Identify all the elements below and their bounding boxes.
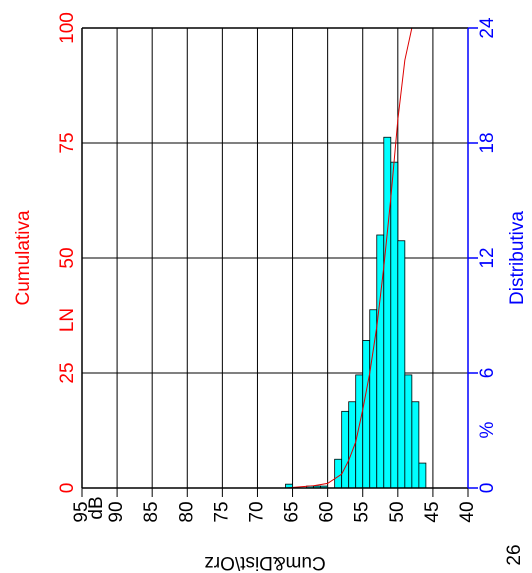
bar xyxy=(418,462,427,489)
x-tick-label: 40 xyxy=(457,501,478,522)
cumulative-line xyxy=(285,27,413,489)
bar xyxy=(390,161,399,489)
x-tick-label: 95 xyxy=(71,501,92,522)
x-tick-label: 80 xyxy=(176,501,197,522)
x-unit-label: dB xyxy=(86,496,107,519)
x-tick-label: 85 xyxy=(141,501,162,522)
bar xyxy=(355,374,364,489)
footer: Cum&Dist\Orz xyxy=(204,552,325,573)
y-axis-label: Cumulativa xyxy=(13,210,34,305)
x-tick-label: 45 xyxy=(422,501,443,522)
bar xyxy=(383,136,392,489)
y-axis-prefix: LN xyxy=(57,308,78,332)
y2-tick-label: 12 xyxy=(477,247,498,268)
y-tick-label: 50 xyxy=(57,247,78,268)
x-tick-label: 50 xyxy=(387,501,408,522)
x-tick-label: 55 xyxy=(352,501,373,522)
x-tick-label: 70 xyxy=(246,501,267,522)
y2-tick-label: 18 xyxy=(477,132,498,153)
page-number: 26 xyxy=(504,544,525,565)
x-tick-label: 75 xyxy=(211,501,232,522)
bar xyxy=(404,374,413,489)
y2-tick-label: 0 xyxy=(477,483,498,494)
x-tick-label: 60 xyxy=(317,501,338,522)
y2-unit-label: % xyxy=(477,421,498,438)
y2-axis-label: Distributiva xyxy=(507,211,528,305)
y-tick-label: 75 xyxy=(57,132,78,153)
y-tick-label: 100 xyxy=(57,12,78,44)
bar xyxy=(411,401,420,489)
bar xyxy=(362,340,371,489)
y2-tick-label: 6 xyxy=(477,368,498,379)
y-tick-label: 0 xyxy=(57,483,78,494)
bar xyxy=(334,458,343,489)
x-tick-label: 65 xyxy=(282,501,303,522)
bar xyxy=(397,240,406,489)
y2-tick-label: 24 xyxy=(477,17,498,39)
y-tick-label: 25 xyxy=(57,362,78,383)
bar xyxy=(341,410,350,489)
x-tick-label: 90 xyxy=(106,501,127,522)
